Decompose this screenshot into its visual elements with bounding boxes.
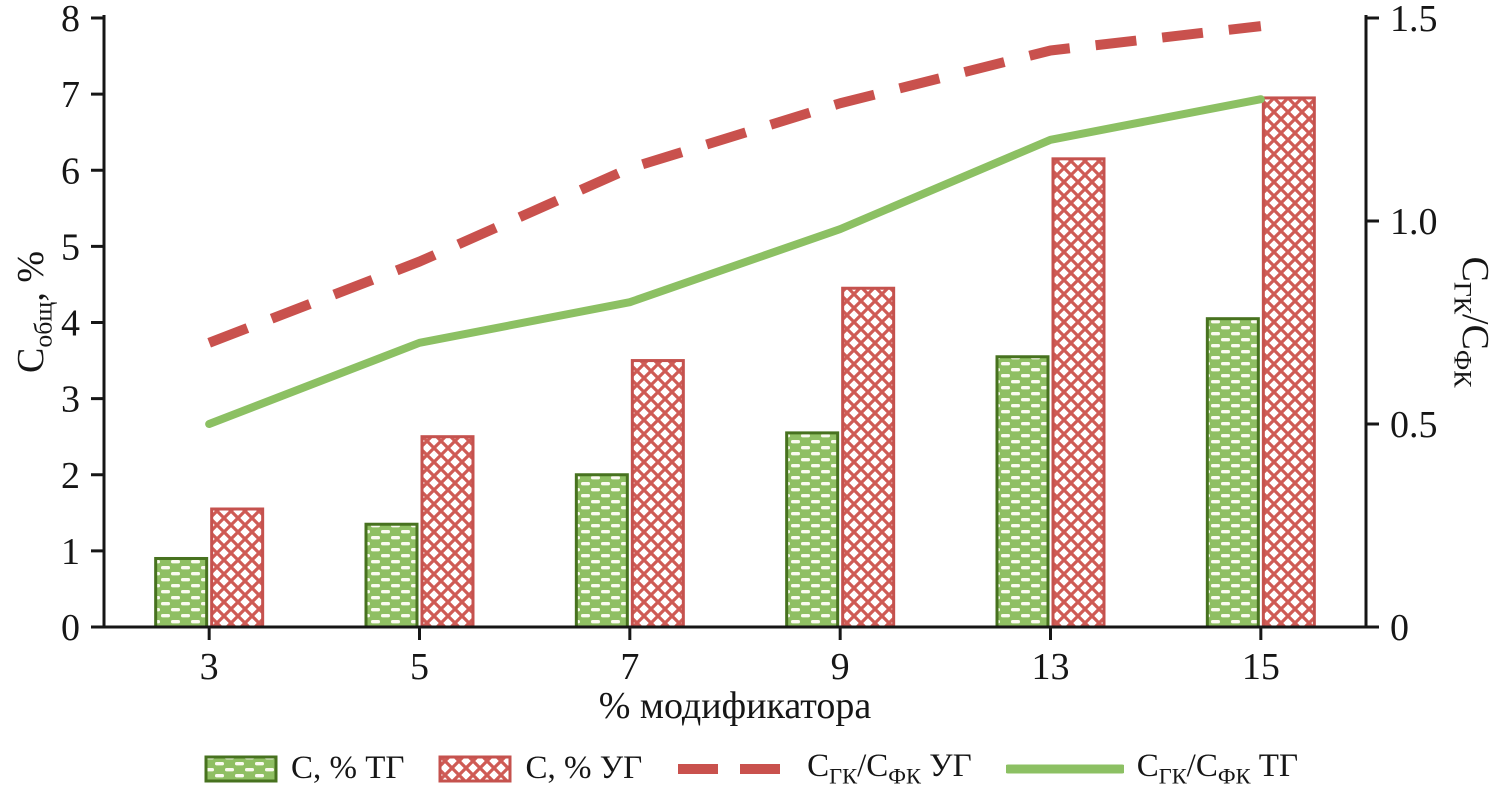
bar-tg-7 xyxy=(574,473,629,629)
right-axis-title-c2: /С xyxy=(1454,313,1497,350)
right-tick-label: 1.5 xyxy=(1390,0,1438,40)
legend-line-tg-c2: /С xyxy=(1186,748,1218,784)
bar-ug-5 xyxy=(420,435,475,629)
left-axis-title-main: С xyxy=(9,347,52,373)
bar-ug-15 xyxy=(1261,96,1316,629)
left-tick-label: 8 xyxy=(61,0,80,40)
right-axis-title-sub2: ФК xyxy=(1448,349,1478,388)
legend-line-ug-c2: /С xyxy=(857,748,889,784)
legend-item-line-ug: СГК/СФК УГ xyxy=(676,748,972,790)
bar-tg-9 xyxy=(785,431,840,629)
bar-ug-9 xyxy=(841,286,896,629)
left-tick-label: 0 xyxy=(61,607,80,649)
x-tick-label: 5 xyxy=(410,646,429,688)
left-tick-label: 4 xyxy=(61,303,80,345)
left-tick-label: 7 xyxy=(61,74,80,116)
bar-tg-3 xyxy=(154,556,209,629)
legend: С, % ТГ С, % УГ СГК/СФК УГ СГК/СФК ТГ xyxy=(0,748,1502,790)
bar-tg-5 xyxy=(364,522,419,629)
legend-label-line-ug: СГК/СФК УГ xyxy=(807,748,972,790)
x-tick-label: 3 xyxy=(200,646,219,688)
x-tick-label: 7 xyxy=(620,646,639,688)
legend-line-tg-sub1: ГК xyxy=(1158,763,1187,789)
right-axis-title-c1: С xyxy=(1454,256,1497,282)
bar-ug-7 xyxy=(630,359,685,629)
right-tick-label: 0 xyxy=(1390,607,1409,649)
legend-item-line-tg: СГК/СФК ТГ xyxy=(1005,748,1298,790)
red-bar-swatch-icon xyxy=(438,755,512,783)
x-tick-label: 15 xyxy=(1242,646,1280,688)
legend-label-bar-ug: С, % УГ xyxy=(525,750,643,787)
legend-line-ug-suffix: УГ xyxy=(921,748,972,784)
legend-line-ug-sub1: ГК xyxy=(829,763,858,789)
bar-ug-3 xyxy=(210,507,265,629)
bar-ug-13 xyxy=(1051,157,1106,629)
green-bar-swatch-icon xyxy=(204,755,278,783)
left-axis-title-suffix: , % xyxy=(9,251,52,302)
legend-item-bar-tg: С, % ТГ xyxy=(204,750,405,787)
legend-item-bar-ug: С, % УГ xyxy=(438,750,642,787)
left-tick-label: 1 xyxy=(61,531,80,573)
legend-line-ug-c1: С xyxy=(807,748,830,784)
left-tick-label: 5 xyxy=(61,226,80,268)
left-tick-label: 3 xyxy=(61,379,80,421)
red-dashed-line-swatch-icon xyxy=(678,763,793,774)
legend-label-bar-tg: С, % ТГ xyxy=(290,750,405,787)
legend-label-line-tg: СГК/СФК ТГ xyxy=(1137,748,1298,790)
right-axis-title-sub1: ГК xyxy=(1448,281,1478,314)
dashed-line-ug xyxy=(207,21,1262,348)
right-tick-label: 0.5 xyxy=(1390,404,1438,446)
bar-tg-15 xyxy=(1205,317,1260,629)
x-tick-label: 13 xyxy=(1032,646,1070,688)
x-tick-label: 9 xyxy=(831,646,850,688)
left-tick-label: 2 xyxy=(61,455,80,497)
bar-tg-13 xyxy=(995,355,1050,629)
solid-line-tg xyxy=(205,95,1265,428)
legend-line-tg-sub2: ФК xyxy=(1217,763,1251,789)
green-solid-line-swatch-icon xyxy=(1005,764,1124,774)
x-axis-title: % модификатора xyxy=(598,685,872,727)
legend-line-ug-sub2: ФК xyxy=(888,763,921,789)
legend-line-tg-suffix: ТГ xyxy=(1250,748,1299,784)
right-axis-title: СГК/СФК xyxy=(1448,256,1497,388)
left-tick-label: 6 xyxy=(61,150,80,192)
legend-line-tg-c1: С xyxy=(1136,748,1159,784)
left-axis-title-sub: общ xyxy=(28,301,58,348)
left-axis-title: Собщ, % xyxy=(9,251,58,373)
right-tick-label: 1.0 xyxy=(1390,201,1438,243)
